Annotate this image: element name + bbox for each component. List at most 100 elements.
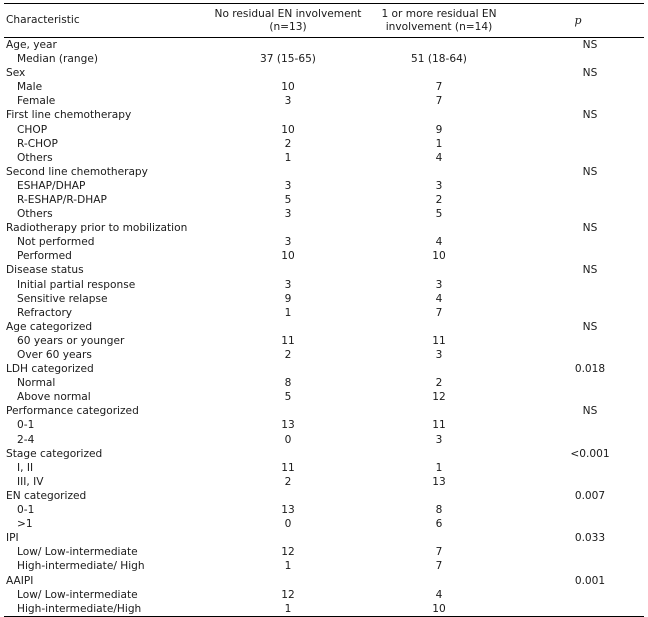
cell-p-value: 0.018 bbox=[574, 363, 606, 376]
table-row: >1 0 6 bbox=[4, 517, 644, 531]
cell-residual-en bbox=[366, 489, 512, 503]
row-group-label: IPI bbox=[6, 532, 19, 545]
cell-residual-en: 7 bbox=[435, 306, 443, 319]
cell-p-value bbox=[512, 433, 644, 447]
row-sublabel: ESHAP/DHAP bbox=[17, 179, 86, 192]
cell-residual-en: 7 bbox=[435, 81, 443, 94]
table-row: Normal 8 2 bbox=[4, 376, 644, 390]
cell-residual-en bbox=[366, 165, 512, 179]
table-row: I, II 11 1 bbox=[4, 461, 644, 475]
row-sublabel: R-CHOP bbox=[17, 137, 58, 150]
cell-no-residual-en: 13 bbox=[281, 504, 295, 517]
table-row: Above normal 5 12 bbox=[4, 390, 644, 404]
cell-residual-en bbox=[366, 221, 512, 235]
table-row: High-intermediate/High 1 10 bbox=[4, 601, 644, 617]
cell-no-residual-en bbox=[210, 320, 366, 334]
table-group-row: Age, year NS bbox=[4, 38, 644, 53]
cell-no-residual-en: 1 bbox=[284, 306, 292, 319]
cell-no-residual-en: 13 bbox=[281, 419, 295, 432]
cell-p-value bbox=[512, 418, 644, 432]
cell-p-value bbox=[512, 292, 644, 306]
cell-residual-en bbox=[366, 38, 512, 53]
cell-residual-en: 7 bbox=[435, 95, 443, 108]
cell-no-residual-en bbox=[210, 531, 366, 545]
cell-no-residual-en: 1 bbox=[284, 560, 292, 573]
cell-p-value bbox=[512, 306, 644, 320]
row-sublabel: Above normal bbox=[17, 391, 91, 404]
row-sublabel: High-intermediate/ High bbox=[17, 560, 145, 573]
cell-p-value bbox=[512, 278, 644, 292]
cell-no-residual-en bbox=[210, 573, 366, 587]
cell-residual-en: 2 bbox=[435, 193, 443, 206]
table-row: Median (range) 37 (15-65) 51 (18-64) bbox=[4, 52, 644, 66]
cell-residual-en: 5 bbox=[435, 208, 443, 221]
row-group-label: Second line chemotherapy bbox=[6, 165, 148, 178]
cell-residual-en: 10 bbox=[432, 250, 446, 263]
cell-no-residual-en bbox=[210, 489, 366, 503]
row-group-label: First line chemotherapy bbox=[6, 109, 132, 122]
cell-no-residual-en: 2 bbox=[284, 349, 292, 362]
table-group-row: Second line chemotherapy NS bbox=[4, 165, 644, 179]
cell-no-residual-en: 0 bbox=[284, 433, 292, 446]
cell-residual-en: 13 bbox=[432, 475, 446, 488]
cell-p-value bbox=[512, 122, 644, 136]
cell-p-value bbox=[512, 376, 644, 390]
table-row: Low/ Low-intermediate 12 7 bbox=[4, 545, 644, 559]
cell-p-value bbox=[512, 461, 644, 475]
row-sublabel: High-intermediate/High bbox=[4, 601, 210, 617]
cell-no-residual-en: 1 bbox=[284, 151, 292, 164]
cell-p-value bbox=[512, 151, 644, 165]
cell-no-residual-en: 2 bbox=[284, 137, 292, 150]
table-body: Age, year NS Median (range) 37 (15-65) 51 (1… bbox=[4, 38, 644, 617]
cell-p-value bbox=[512, 390, 644, 404]
table-group-row: AAIPI 0.001 bbox=[4, 573, 644, 587]
cell-residual-en bbox=[366, 108, 512, 122]
cell-no-residual-en: 1 bbox=[210, 601, 366, 617]
cell-residual-en: 7 bbox=[435, 560, 443, 573]
cell-no-residual-en: 9 bbox=[284, 292, 292, 305]
row-sublabel: Low/ Low-intermediate bbox=[17, 588, 138, 601]
cell-no-residual-en: 3 bbox=[284, 236, 292, 249]
row-group-label: Performance categorized bbox=[6, 405, 139, 418]
cell-p-value: 0.001 bbox=[574, 574, 606, 587]
row-group-label: Age, year bbox=[6, 39, 57, 51]
table-row: Female 3 7 bbox=[4, 94, 644, 108]
table-group-row: EN categorized 0.007 bbox=[4, 489, 644, 503]
cell-residual-en: 3 bbox=[435, 278, 443, 291]
cell-no-residual-en: 0 bbox=[284, 518, 292, 531]
cell-residual-en bbox=[366, 320, 512, 334]
cell-residual-en: 8 bbox=[435, 504, 443, 517]
cell-no-residual-en: 8 bbox=[284, 377, 292, 390]
row-group-label: Age categorized bbox=[6, 320, 93, 333]
table-group-row: Radiotherapy prior to mobilization NS bbox=[4, 221, 644, 235]
cell-no-residual-en bbox=[210, 66, 366, 80]
cell-no-residual-en: 3 bbox=[284, 179, 292, 192]
row-group-label: Disease status bbox=[6, 264, 84, 277]
cell-p-value: 0.007 bbox=[574, 489, 606, 502]
cell-residual-en: 4 bbox=[435, 151, 443, 164]
cell-residual-en: 51 (18-64) bbox=[411, 53, 467, 66]
cell-p-value bbox=[512, 80, 644, 94]
table-row: Sensitive relapse 9 4 bbox=[4, 292, 644, 306]
row-sublabel: 2-4 bbox=[17, 433, 35, 446]
cell-p-value: NS bbox=[582, 39, 598, 51]
cell-p-value bbox=[512, 193, 644, 207]
cell-p-value bbox=[512, 94, 644, 108]
row-group-label: Stage categorized bbox=[6, 447, 103, 460]
row-sublabel: >1 bbox=[17, 518, 33, 531]
cell-no-residual-en: 5 bbox=[284, 391, 292, 404]
cell-p-value bbox=[512, 137, 644, 151]
cell-no-residual-en: 3 bbox=[284, 95, 292, 108]
header-row: Characteristic No residual EN involvemen… bbox=[4, 3, 644, 38]
cell-no-residual-en: 12 bbox=[281, 546, 295, 559]
table-row: Low/ Low-intermediate 12 4 bbox=[4, 588, 644, 602]
cell-residual-en: 12 bbox=[432, 391, 446, 404]
cell-p-value: <0.001 bbox=[570, 447, 610, 460]
cell-p-value bbox=[512, 235, 644, 249]
cell-residual-en: 11 bbox=[432, 419, 446, 432]
header-p-value: p bbox=[512, 3, 644, 38]
cell-residual-en: 2 bbox=[435, 377, 443, 390]
row-sublabel: Initial partial response bbox=[17, 278, 136, 291]
characteristics-table-container: Characteristic No residual EN involvemen… bbox=[4, 3, 644, 617]
cell-p-value bbox=[512, 559, 644, 573]
